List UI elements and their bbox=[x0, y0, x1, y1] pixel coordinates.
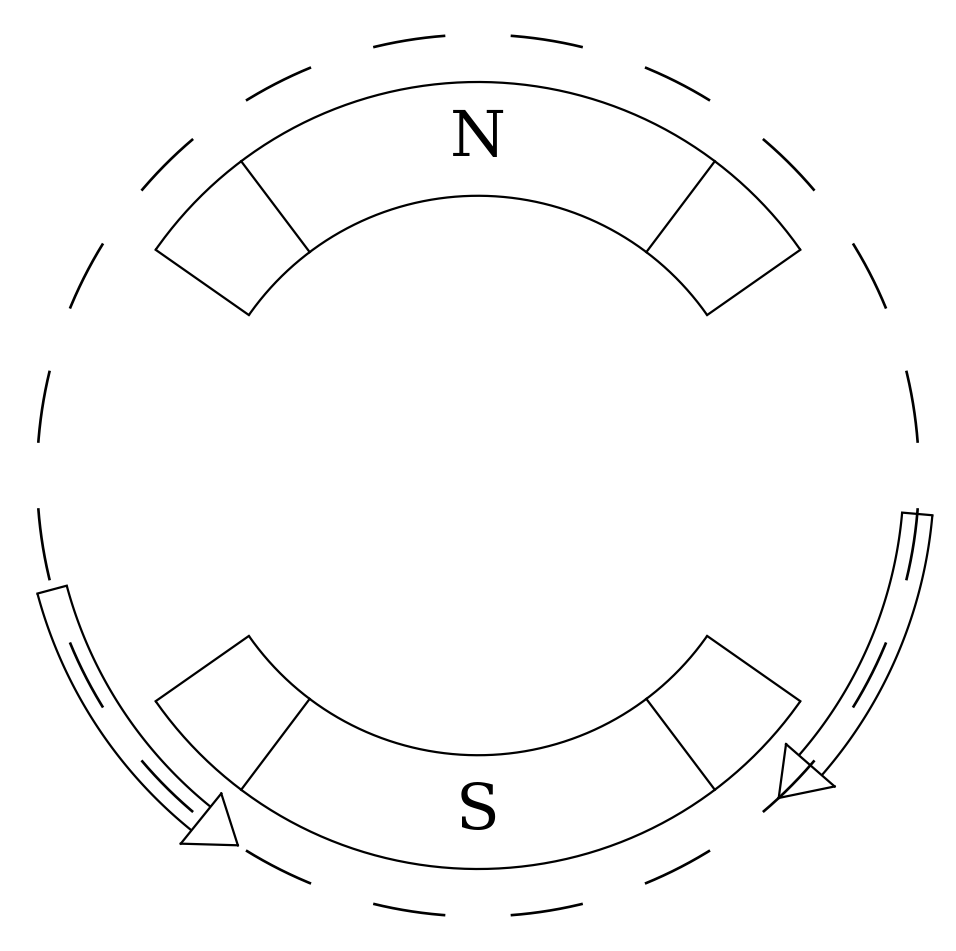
Text: S: S bbox=[456, 782, 500, 843]
Text: N: N bbox=[450, 108, 506, 169]
